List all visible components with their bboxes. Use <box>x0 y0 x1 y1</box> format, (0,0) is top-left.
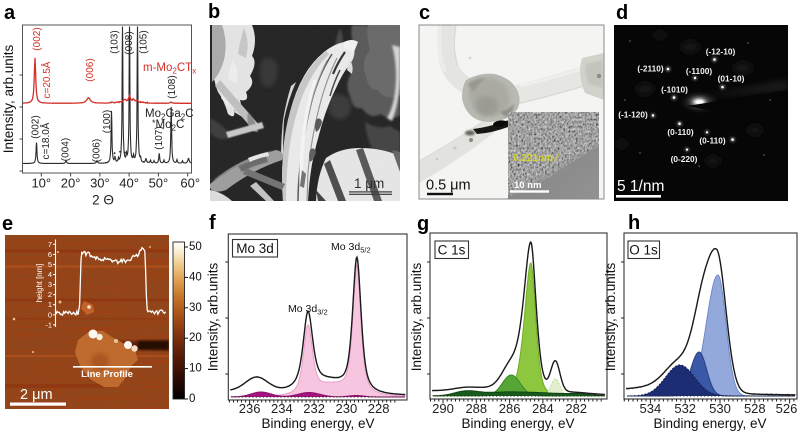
svg-text:f: f <box>209 212 216 234</box>
svg-text:286: 286 <box>499 401 521 416</box>
svg-text:288: 288 <box>465 401 487 416</box>
svg-text:30°: 30° <box>90 176 110 191</box>
svg-text:Binding energy, eV: Binding energy, eV <box>653 416 766 431</box>
svg-text:(006): (006) <box>85 58 96 81</box>
svg-text:height [nm]: height [nm] <box>35 264 44 303</box>
svg-text:(006): (006) <box>92 139 103 162</box>
svg-text:234: 234 <box>271 401 293 416</box>
svg-text:5: 5 <box>48 260 52 269</box>
svg-text:Intensity, arb.units: Intensity, arb.units <box>206 262 221 371</box>
svg-text:(002): (002) <box>32 27 43 50</box>
svg-text:526: 526 <box>776 401 798 416</box>
svg-text:(108): (108) <box>167 75 178 98</box>
svg-text:(0-110): (0-110) <box>699 136 726 146</box>
svg-text:(004): (004) <box>61 138 72 161</box>
svg-text:a: a <box>4 2 16 24</box>
svg-text:528: 528 <box>744 401 766 416</box>
svg-text:Mo 3d: Mo 3d <box>236 241 274 256</box>
svg-text:(-12-10): (-12-10) <box>706 47 736 57</box>
svg-text:290: 290 <box>432 401 454 416</box>
svg-text:40: 40 <box>189 271 202 283</box>
svg-text:60°: 60° <box>180 176 200 191</box>
svg-text:(105): (105) <box>139 30 150 53</box>
svg-text:Intensity, arb.units: Intensity, arb.units <box>1 44 16 153</box>
svg-text:40°: 40° <box>119 176 139 191</box>
svg-text:282: 282 <box>565 401 587 416</box>
svg-text:(100): (100) <box>102 110 113 133</box>
svg-text:0: 0 <box>189 393 195 405</box>
svg-text:0.221nm ∕: 0.221nm ∕ <box>513 153 560 164</box>
svg-text:(002): (002) <box>31 115 42 138</box>
svg-text:Binding energy, eV: Binding energy, eV <box>261 416 374 431</box>
svg-text:g: g <box>417 213 429 235</box>
svg-text:(103): (103) <box>110 30 121 53</box>
svg-text:e: e <box>2 213 13 235</box>
svg-text:*Mo2C: *Mo2C <box>152 118 184 133</box>
svg-text:20°: 20° <box>61 176 81 191</box>
svg-text:1 μm: 1 μm <box>354 176 384 191</box>
svg-text:10 nm: 10 nm <box>514 180 541 191</box>
svg-text:c: c <box>419 2 430 24</box>
svg-text:Intensity, arb.units: Intensity, arb.units <box>409 262 424 371</box>
svg-text:h: h <box>628 212 640 234</box>
svg-text:C 1s: C 1s <box>438 243 466 258</box>
svg-text:O 1s: O 1s <box>629 243 658 258</box>
svg-text:-1: -1 <box>45 320 52 329</box>
svg-text:d: d <box>616 2 628 24</box>
svg-text:30: 30 <box>189 302 202 314</box>
svg-text:1: 1 <box>48 300 52 309</box>
svg-text:232: 232 <box>303 401 325 416</box>
svg-text:Intensity, arb.units: Intensity, arb.units <box>603 262 618 371</box>
svg-text:10°: 10° <box>31 176 51 191</box>
svg-text:0.5 μm: 0.5 μm <box>426 178 471 194</box>
svg-text:50: 50 <box>189 241 202 253</box>
svg-text:50°: 50° <box>149 176 169 191</box>
svg-text:534: 534 <box>640 401 662 416</box>
svg-text:2 μm: 2 μm <box>20 387 53 403</box>
svg-text:(-1-120): (-1-120) <box>618 110 648 120</box>
svg-text:3: 3 <box>48 280 52 289</box>
svg-text:c=18.0Å: c=18.0Å <box>39 122 52 159</box>
svg-text:4: 4 <box>48 270 52 279</box>
svg-text:2: 2 <box>48 290 52 299</box>
svg-text:m-Mo2CTx: m-Mo2CTx <box>143 62 196 76</box>
svg-text:7: 7 <box>48 240 52 249</box>
svg-text:228: 228 <box>368 401 390 416</box>
svg-text:236: 236 <box>239 401 261 416</box>
svg-text:(-2110): (-2110) <box>637 64 664 74</box>
svg-text:5 1/nm: 5 1/nm <box>617 178 664 195</box>
svg-text:20: 20 <box>189 332 202 344</box>
svg-text:0: 0 <box>48 310 52 319</box>
svg-text:(0-110): (0-110) <box>667 127 694 137</box>
svg-text:2 Θ: 2 Θ <box>92 193 114 208</box>
svg-text:530: 530 <box>709 401 731 416</box>
svg-text:6: 6 <box>48 250 52 259</box>
svg-text:c=20.5Å: c=20.5Å <box>40 61 53 98</box>
svg-text:230: 230 <box>336 401 358 416</box>
svg-text:532: 532 <box>674 401 696 416</box>
svg-text:b: b <box>208 1 220 23</box>
svg-text:(-1100): (-1100) <box>686 66 713 76</box>
svg-text:(01-10): (01-10) <box>718 74 745 84</box>
svg-text:284: 284 <box>532 401 554 416</box>
svg-text:Binding energy, eV: Binding energy, eV <box>461 416 574 431</box>
svg-text:(107): (107) <box>154 126 165 149</box>
svg-text:(008): (008) <box>124 31 135 54</box>
svg-text:Line Profile: Line Profile <box>81 369 133 380</box>
svg-text:10: 10 <box>189 363 202 375</box>
svg-text:(-1010): (-1010) <box>661 85 688 95</box>
svg-text:(0-220): (0-220) <box>671 154 698 164</box>
